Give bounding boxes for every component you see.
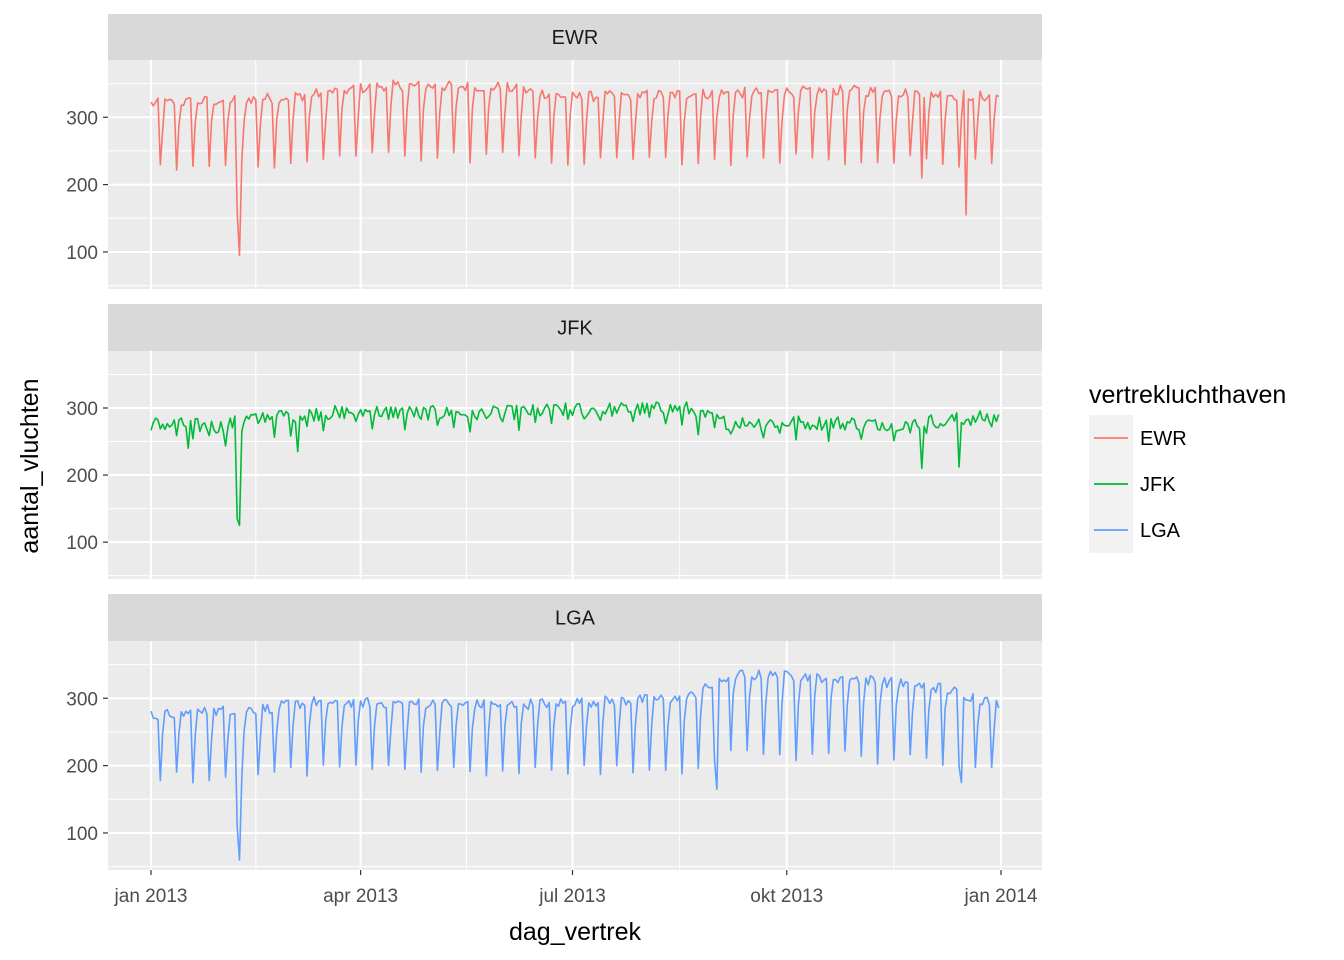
panels-layer: EWR 100 200 300 JFK 100 200 300 LGA 100 200 300: [66, 14, 1042, 870]
y-tick-label: 300: [66, 108, 98, 129]
x-tick-label: apr 2013: [323, 886, 398, 907]
x-axis-title: dag_vertrek: [509, 918, 642, 946]
y-tick-label: 100: [66, 243, 98, 264]
y-tick-label: 200: [66, 757, 98, 778]
y-tick-label: 200: [66, 176, 98, 197]
legend-title: vertrekluchthaven: [1089, 381, 1286, 409]
y-tick-label: 200: [66, 466, 98, 487]
legend: vertrekluchthaven EWR JFK LGA: [1089, 381, 1286, 553]
panel-background: [108, 60, 1042, 289]
x-tick-label: okt 2013: [750, 886, 823, 907]
panel-lga: LGA 100 200 300: [66, 594, 1042, 870]
facet-strip-label: LGA: [555, 608, 596, 630]
facet-strip: [108, 594, 1042, 641]
legend-item-ewr: EWR: [1089, 415, 1187, 461]
panel-ewr: EWR 100 200 300: [66, 14, 1042, 289]
legend-item-lga: LGA: [1089, 507, 1181, 553]
panel-background: [108, 641, 1042, 870]
legend-label: EWR: [1140, 428, 1187, 450]
y-tick-label: 100: [66, 533, 98, 554]
x-tick-label: jan 2013: [114, 886, 188, 907]
y-tick-label: 300: [66, 399, 98, 420]
series-line-jfk: [150, 401, 1000, 527]
legend-keys: EWR JFK LGA: [1089, 415, 1187, 553]
panel-background: [108, 351, 1042, 579]
legend-item-jfk: JFK: [1089, 461, 1176, 507]
y-axis-title: aantal_vluchten: [16, 378, 44, 553]
series-line-ewr: [150, 79, 1000, 257]
x-tick-label: jan 2014: [964, 886, 1038, 907]
y-tick-label: 100: [66, 824, 98, 845]
facet-strip: [108, 14, 1042, 60]
facet-strip-label: JFK: [557, 318, 593, 340]
facet-strip: [108, 304, 1042, 351]
panel-jfk: JFK 100 200 300: [66, 304, 1042, 579]
x-tick-label: jul 2013: [538, 886, 606, 907]
legend-label: LGA: [1140, 520, 1181, 542]
legend-label: JFK: [1140, 474, 1176, 496]
y-tick-label: 300: [66, 689, 98, 710]
x-axis: jan 2013 apr 2013 jul 2013 okt 2013 jan 2014: [114, 870, 1038, 907]
facet-strip-label: EWR: [552, 27, 599, 49]
series-line-lga: [150, 669, 1000, 861]
